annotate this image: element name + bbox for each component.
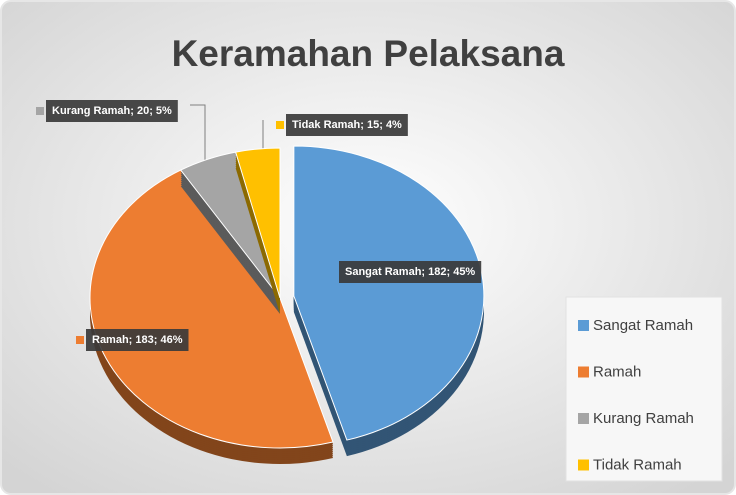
data-label-box <box>286 114 408 136</box>
pie-slice <box>293 145 485 457</box>
chart-title: Keramahan Pelaksana <box>172 33 565 74</box>
legend-swatch <box>578 366 589 378</box>
pie-slice <box>179 151 281 314</box>
pie-slice <box>235 147 281 314</box>
pie-slice-top <box>89 169 334 449</box>
legend-box <box>565 296 723 482</box>
data-label-key <box>36 107 44 115</box>
pie-slice-top <box>235 147 281 299</box>
data-label-key <box>76 336 84 344</box>
legend-label: Kurang Ramah <box>593 410 694 427</box>
pie-slice <box>89 169 334 465</box>
data-label-key <box>329 268 337 276</box>
data-label-box <box>86 329 189 351</box>
legend-label: Ramah <box>593 363 641 380</box>
leader-line <box>190 104 206 160</box>
data-label: Ramah; 183; 46% <box>92 334 183 346</box>
pie-slice-top <box>293 145 485 441</box>
data-label: Tidak Ramah; 15; 4% <box>292 119 402 131</box>
data-label: Kurang Ramah; 20; 5% <box>52 105 172 117</box>
legend-swatch <box>578 413 589 424</box>
legend-swatch <box>578 320 589 331</box>
data-label-box <box>339 261 482 283</box>
legend-label: Tidak Ramah <box>593 456 682 473</box>
legend-label: Sangat Ramah <box>593 317 693 334</box>
legend-swatch <box>578 459 589 471</box>
data-label: Sangat Ramah; 182; 45% <box>345 266 475 278</box>
data-label-box <box>46 100 178 122</box>
data-label-key <box>276 121 284 129</box>
